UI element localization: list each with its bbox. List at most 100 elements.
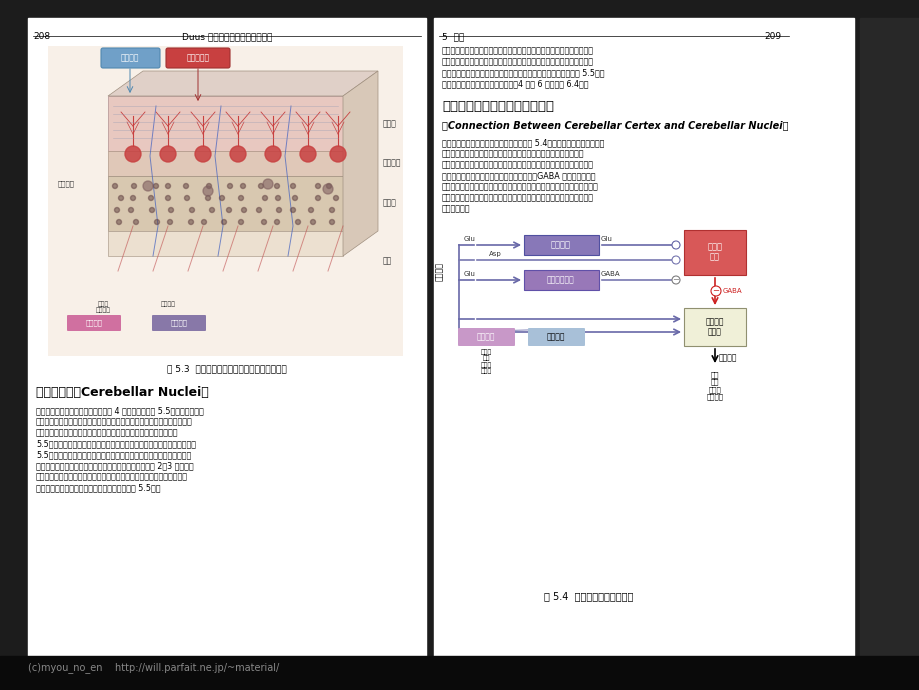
Circle shape — [333, 184, 338, 188]
Text: 小脑传出: 小脑传出 — [719, 353, 737, 362]
Circle shape — [308, 219, 313, 224]
Text: 小脑半球髓质内最外侧有最大的小脑神经核团，即齿状核，其传入冲: 小脑半球髓质内最外侧有最大的小脑神经核团，即齿状核，其传入冲 — [441, 46, 594, 55]
Text: 苔颅纤维: 苔颅纤维 — [476, 333, 494, 342]
Circle shape — [191, 195, 197, 201]
Polygon shape — [108, 71, 378, 96]
Text: 丘脑
红核
前庭核
网状结构: 丘脑 红核 前庭核 网状结构 — [706, 371, 722, 400]
Text: 小脑投射区。: 小脑投射区。 — [441, 204, 470, 213]
Circle shape — [224, 184, 229, 188]
Text: 图 5.3  小脑皮质结构及其传入性和传出性联系: 图 5.3 小脑皮质结构及其传入性和传出性联系 — [167, 364, 287, 373]
Circle shape — [170, 184, 176, 188]
Circle shape — [274, 184, 279, 188]
Circle shape — [327, 219, 332, 224]
Circle shape — [328, 195, 333, 201]
Text: 普青野
细胞轴突: 普青野 细胞轴突 — [96, 301, 110, 313]
Polygon shape — [108, 176, 343, 231]
Circle shape — [256, 208, 261, 213]
Text: Glu: Glu — [463, 236, 475, 242]
Circle shape — [203, 186, 213, 196]
Text: 颗粒细胞: 颗粒细胞 — [550, 241, 571, 250]
Text: 小脑传入: 小脑传入 — [435, 262, 444, 281]
Text: 攀行纤维: 攀行纤维 — [546, 333, 564, 342]
Circle shape — [671, 241, 679, 249]
Text: 小脑皮质内神经元交接具有一模式（图 5.4），所有小脑传入冲动均终: 小脑皮质内神经元交接具有一模式（图 5.4），所有小脑传入冲动均终 — [441, 138, 604, 147]
Circle shape — [671, 256, 679, 264]
FancyBboxPatch shape — [458, 328, 515, 346]
Circle shape — [241, 184, 246, 188]
Text: 细胞，其传出纤维直达前庭神经核（顶核廷边束或小脑延髓束）（图: 细胞，其传出纤维直达前庭神经核（顶核廷边束或小脑延髓束）（图 — [36, 428, 178, 437]
Text: GABA: GABA — [722, 288, 742, 294]
Circle shape — [187, 184, 191, 188]
Text: 5.5）或者交叉至对侧小脑后再进入网状结构或前庭神经核（麦状核）。: 5.5）或者交叉至对侧小脑后再进入网状结构或前庭神经核（麦状核）。 — [36, 450, 191, 459]
Text: 细胞。莒领野细胞将处理后的结果以抑制性（GABA 达度）冲动的形: 细胞。莒领野细胞将处理后的结果以抑制性（GABA 达度）冲动的形 — [441, 171, 595, 180]
Text: 5.5）或者交叉至对侧小脑后再进入网状结构或前庭神经核（麦状核）（图: 5.5）或者交叉至对侧小脑后再进入网状结构或前庭神经核（麦状核）（图 — [36, 439, 196, 448]
Text: 白质: 白质 — [382, 257, 391, 266]
Circle shape — [135, 219, 141, 224]
Text: 传出冲动经小脑上脚投射至对侧红核及丘脑（丘脑腹外侧核）（图 5.5），: 传出冲动经小脑上脚投射至对侧红核及丘脑（丘脑腹外侧核）（图 5.5）， — [441, 68, 604, 77]
FancyBboxPatch shape — [524, 270, 598, 290]
Circle shape — [191, 219, 197, 224]
Text: 抑制性神经元: 抑制性神经元 — [547, 275, 574, 284]
Circle shape — [118, 219, 122, 224]
FancyBboxPatch shape — [101, 48, 160, 68]
Text: 再换元后投射至运动性大脑皮质区（4 区和 6 区）（图 6.4）。: 再换元后投射至运动性大脑皮质区（4 区和 6 区）（图 6.4）。 — [441, 79, 588, 88]
Text: Duus 神经系统疾病确定位诊断学: Duus 神经系统疾病确定位诊断学 — [182, 32, 272, 41]
Circle shape — [272, 219, 278, 224]
Circle shape — [142, 181, 153, 191]
Circle shape — [206, 219, 211, 224]
Text: Glu: Glu — [600, 236, 612, 242]
Circle shape — [173, 219, 177, 224]
Text: 顶核的栋外侧为两个较小的核团：球状核（常常分为 2～3 个小球状: 顶核的栋外侧为两个较小的核团：球状核（常常分为 2～3 个小球状 — [36, 461, 193, 470]
Polygon shape — [108, 151, 343, 176]
Circle shape — [146, 184, 152, 188]
Bar — [28, 18, 425, 661]
Circle shape — [710, 286, 720, 296]
Circle shape — [244, 219, 248, 224]
Circle shape — [112, 208, 118, 213]
Circle shape — [223, 219, 228, 224]
Circle shape — [258, 184, 263, 188]
Circle shape — [173, 208, 177, 213]
Circle shape — [221, 208, 225, 213]
Circle shape — [671, 276, 679, 284]
Circle shape — [154, 208, 159, 213]
Circle shape — [308, 184, 313, 188]
FancyBboxPatch shape — [67, 315, 121, 331]
Text: 止于小脑皮质或者通过侧支终止于小脑神经核。在皮质内将传入性信: 止于小脑皮质或者通过侧支终止于小脑神经核。在皮质内将传入性信 — [441, 149, 584, 158]
Circle shape — [224, 195, 229, 201]
Text: 颗粒层: 颗粒层 — [382, 199, 396, 208]
Polygon shape — [108, 96, 343, 151]
FancyBboxPatch shape — [152, 315, 206, 331]
Circle shape — [170, 195, 176, 201]
Circle shape — [136, 184, 142, 188]
Circle shape — [295, 195, 301, 201]
FancyBboxPatch shape — [528, 328, 584, 346]
Text: 橔脑核
脊髓
前庭核
橄橄体: 橔脑核 脊髓 前庭核 橄橄体 — [480, 349, 491, 374]
Text: 莒领野
细胞: 莒领野 细胞 — [707, 242, 721, 262]
Circle shape — [153, 219, 157, 224]
Circle shape — [238, 208, 244, 213]
Circle shape — [323, 184, 333, 194]
Text: 后的信息在小脑神经核团内被综合处理之后形成小脑传出冲动继续传导至: 后的信息在小脑神经核团内被综合处理之后形成小脑传出冲动继续传导至 — [441, 193, 594, 202]
Circle shape — [309, 195, 314, 201]
Text: 动主要来源于小脑半球（大脑小脑）皮质，极少量来源于蚀劳区皮质，其: 动主要来源于小脑半球（大脑小脑）皮质，极少量来源于蚀劳区皮质，其 — [441, 57, 594, 66]
Circle shape — [244, 195, 249, 201]
Text: 息经多个复杂神经元进行交换处理，然后将传出性冲动最后聚集到莒领野: 息经多个复杂神经元进行交换处理，然后将传出性冲动最后聚集到莒领野 — [441, 160, 594, 169]
Circle shape — [255, 219, 259, 224]
Circle shape — [300, 146, 315, 162]
Text: 质的传入冲动，其传出冲动投射至对侧红核（图 5.5）。: 质的传入冲动，其传出冲动投射至对侧红核（图 5.5）。 — [36, 483, 160, 492]
Text: −: − — [672, 275, 679, 284]
Text: 每一侧小脑半球的横断面上可见 4 个神经核团（图 5.5）。第四脑室顶: 每一侧小脑半球的横断面上可见 4 个神经核团（图 5.5）。第四脑室顶 — [36, 406, 203, 415]
Circle shape — [116, 195, 120, 201]
Circle shape — [263, 179, 273, 189]
Text: 高内侧为顶核，其传入纤维主要来源于（前庭小脑）奶小脑小节叶的莒领野: 高内侧为顶核，其传入纤维主要来源于（前庭小脑）奶小脑小节叶的莒领野 — [36, 417, 193, 426]
Circle shape — [311, 208, 315, 213]
Text: 小脑核团
神经元: 小脑核团 神经元 — [705, 317, 723, 337]
Circle shape — [295, 184, 301, 188]
Text: Glu: Glu — [463, 271, 475, 277]
Text: 爬行纤维: 爬行纤维 — [85, 319, 102, 326]
Text: 5  小脑: 5 小脑 — [441, 32, 464, 41]
Circle shape — [160, 146, 176, 162]
Text: （Connection Between Cerebellar Certex and Cerebellar Nuclei）: （Connection Between Cerebellar Certex an… — [441, 120, 788, 130]
Bar — [48, 46, 403, 356]
